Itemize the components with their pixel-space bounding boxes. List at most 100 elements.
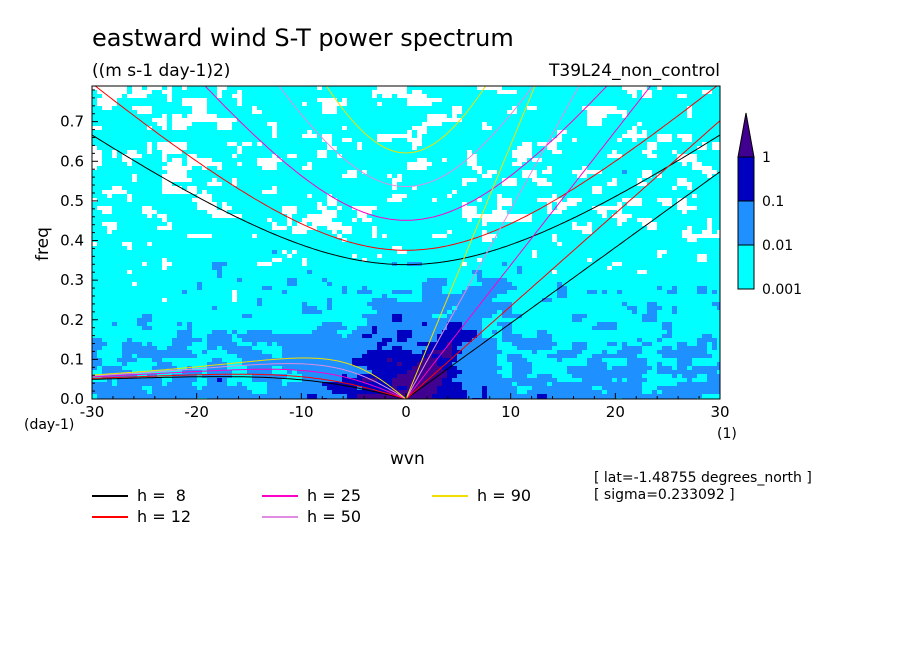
spectrum-cell	[657, 262, 662, 266]
spectrum-cell	[587, 190, 592, 194]
spectrum-cell	[327, 86, 332, 90]
spectrum-cell	[507, 242, 512, 246]
spectrum-cell	[222, 170, 227, 174]
spectrum-cell	[522, 118, 527, 122]
spectrum-cell	[712, 194, 717, 198]
spectrum-cell	[627, 162, 632, 166]
spectrum-cell	[652, 162, 657, 166]
spectrum-cell	[457, 174, 462, 178]
spectrum-cell	[237, 226, 242, 230]
spectrum-cell	[202, 246, 207, 250]
spectrum-cell	[387, 162, 392, 166]
spectrum-cell	[617, 186, 622, 190]
spectrum-cell	[382, 158, 387, 162]
spectrum-cell	[677, 194, 682, 198]
spectrum-cell	[527, 190, 532, 194]
spectrum-cell	[397, 266, 402, 270]
spectrum-cell	[697, 206, 702, 210]
spectrum-cell	[607, 194, 612, 198]
spectrum-cell	[442, 174, 447, 178]
spectrum-cell	[547, 178, 552, 182]
spectrum-cell	[152, 274, 157, 278]
spectrum-cell	[187, 214, 192, 218]
spectrum-cell	[702, 114, 707, 118]
spectrum-cell	[157, 262, 162, 266]
spectrum-cell	[347, 106, 352, 110]
spectrum-cell	[597, 138, 602, 142]
spectrum-cell	[657, 258, 662, 262]
spectrum-cell	[132, 186, 137, 190]
spectrum-cell	[132, 210, 137, 214]
spectrum-cell	[102, 166, 107, 170]
spectrum-cell	[327, 90, 332, 94]
spectrum-cell	[237, 126, 242, 130]
spectrum-cell	[282, 190, 287, 194]
spectrum-cell	[292, 126, 297, 130]
spectrum-cell	[567, 194, 572, 198]
spectrum-cell	[432, 110, 437, 114]
spectrum-cell	[472, 114, 477, 118]
spectrum-cell	[657, 114, 662, 118]
spectrum-cell	[577, 94, 582, 98]
spectrum-cell	[227, 138, 232, 142]
spectrum-cell	[437, 166, 442, 170]
spectrum-cell	[522, 254, 527, 258]
spectrum-cell	[507, 150, 512, 154]
spectrum-cell	[672, 158, 677, 162]
spectrum-cell	[387, 158, 392, 162]
spectrum-cell	[312, 210, 317, 214]
spectrum-cell	[442, 94, 447, 98]
spectrum-cell	[277, 102, 282, 106]
spectrum-cell	[137, 178, 142, 182]
spectrum-cell	[332, 266, 337, 270]
spectrum-cell	[507, 190, 512, 194]
spectrum-cell	[492, 158, 497, 162]
spectrum-cell	[557, 238, 562, 242]
spectrum-cell	[602, 202, 607, 206]
spectrum-cell	[467, 258, 472, 262]
spectrum-cell	[337, 214, 342, 218]
spectrum-cell	[267, 182, 272, 186]
spectrum-cell	[602, 270, 607, 274]
spectrum-cell	[452, 122, 457, 126]
spectrum-cell	[372, 250, 377, 254]
spectrum-cell	[627, 270, 632, 274]
spectrum-cell	[432, 166, 437, 170]
spectrum-cell	[387, 202, 392, 206]
spectrum-cell	[447, 90, 452, 94]
spectrum-cell	[92, 258, 97, 262]
spectrum-cell	[512, 254, 517, 258]
spectrum-cell	[552, 250, 557, 254]
spectrum-cell	[297, 126, 302, 130]
spectrum-cell	[312, 230, 317, 234]
spectrum-cell	[632, 166, 637, 170]
spectrum-cell	[692, 250, 697, 254]
spectrum-cell	[412, 258, 417, 262]
spectrum-cell	[712, 90, 717, 94]
spectrum-cell	[472, 218, 477, 222]
spectrum-cell	[467, 130, 472, 134]
spectrum-cell	[277, 178, 282, 182]
spectrum-cell	[672, 166, 677, 170]
spectrum-cell	[407, 126, 412, 130]
spectrum-cell	[707, 210, 712, 214]
spectrum-cell	[197, 262, 202, 266]
spectrum-cell	[472, 94, 477, 98]
spectrum-cell	[382, 126, 387, 130]
spectrum-cell	[102, 270, 107, 274]
spectrum-cell	[692, 90, 697, 94]
spectrum-cell	[692, 186, 697, 190]
spectrum-cell	[367, 154, 372, 158]
spectrum-cell	[122, 186, 127, 190]
spectrum-cell	[377, 270, 382, 274]
spectrum-cell	[342, 222, 347, 226]
spectrum-cell	[482, 162, 487, 166]
spectrum-cell	[402, 198, 407, 202]
spectrum-cell	[622, 174, 627, 178]
spectrum-cell	[492, 258, 497, 262]
spectrum-cell	[357, 198, 362, 202]
spectrum-cell	[642, 202, 647, 206]
spectrum-cell	[467, 174, 472, 178]
spectrum-cell	[672, 230, 677, 234]
spectrum-cell	[277, 146, 282, 150]
